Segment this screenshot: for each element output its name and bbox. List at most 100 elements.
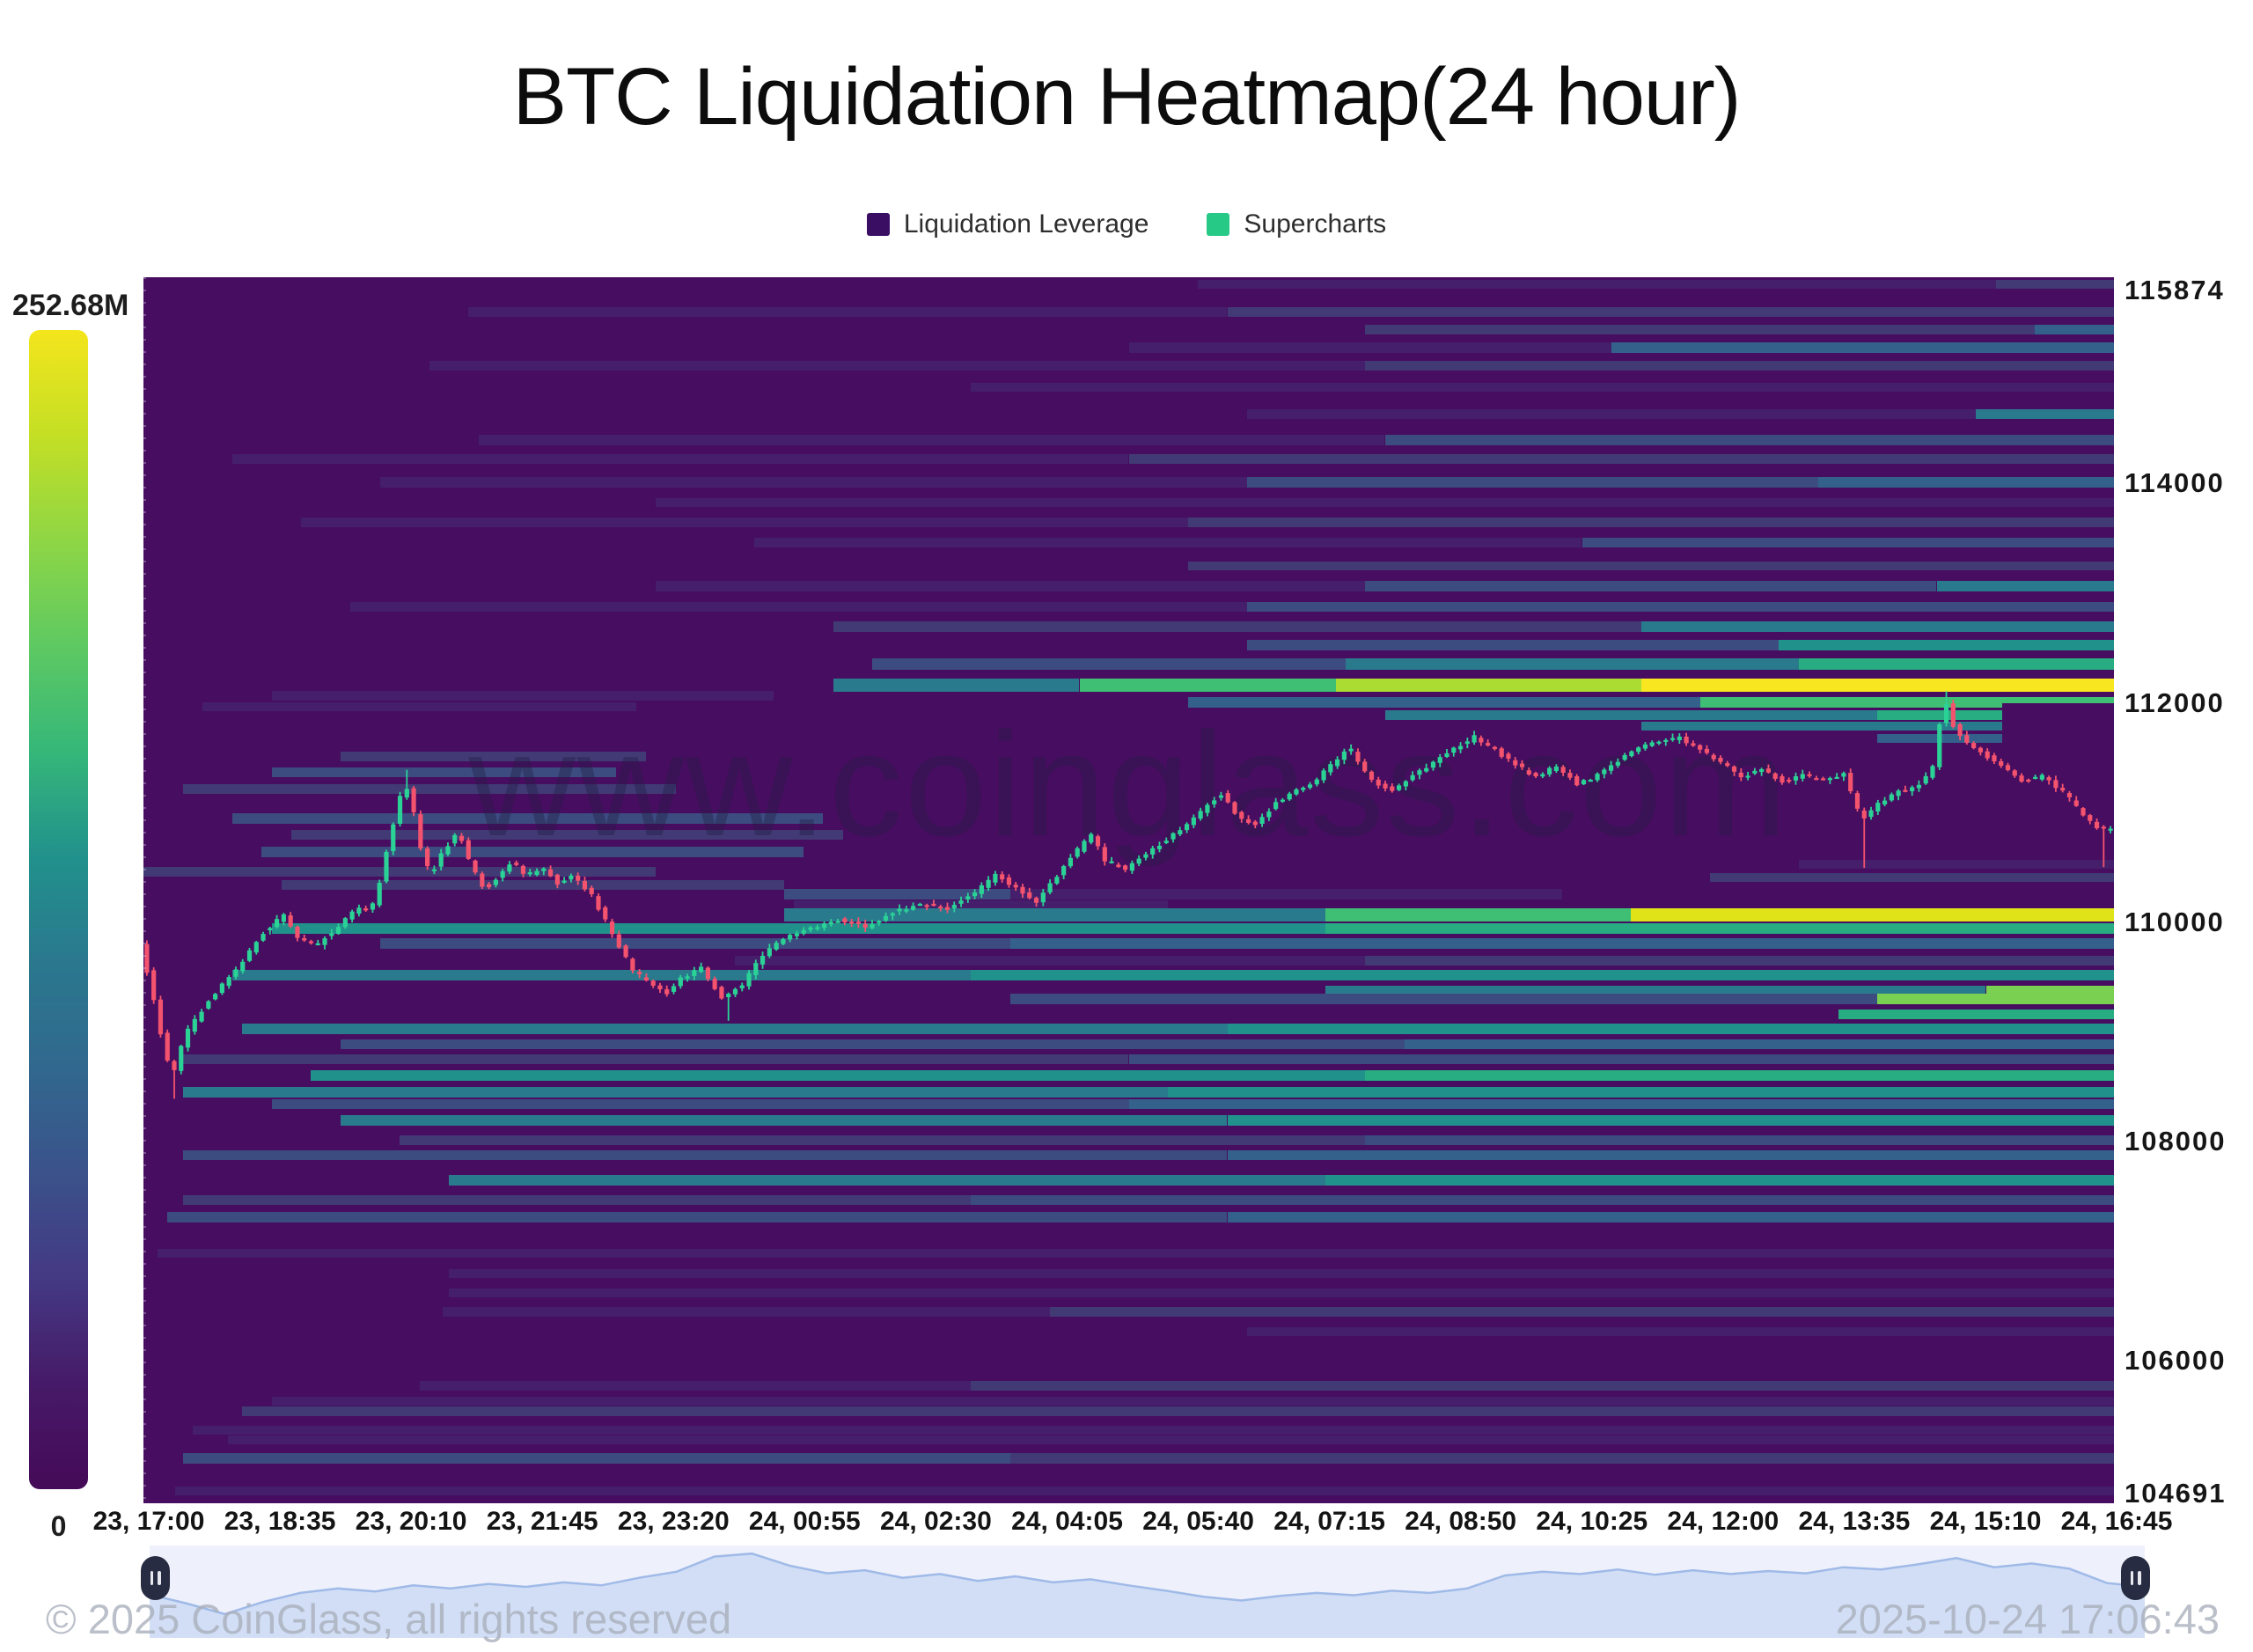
liquidation-band [1227, 1149, 2114, 1160]
time-axis-label: 24, 13:35 [1798, 1507, 1911, 1536]
liquidation-band [1877, 733, 2114, 743]
liquidation-band [1049, 1306, 2114, 1317]
timestamp-text: 2025-10-24 17:06:43 [1835, 1596, 2220, 1642]
liquidation-band [231, 970, 972, 981]
copyright-text: © 2025 CoinGlass, all rights reserved [46, 1596, 732, 1642]
liquidation-band [231, 812, 824, 824]
liquidation-band [833, 678, 1080, 692]
liquidation-band [1187, 517, 2114, 527]
time-axis-label: 24, 02:30 [880, 1507, 992, 1536]
liquidation-band [971, 1381, 2114, 1391]
liquidation-band [1246, 477, 1819, 488]
liquidation-band [157, 1249, 2114, 1259]
liquidation-band [350, 601, 1247, 612]
liquidation-band [429, 360, 1366, 371]
time-axis-label: 24, 04:05 [1011, 1507, 1123, 1536]
price-axis-label: 112000 [2125, 686, 2225, 718]
price-axis-label: 104691 [2125, 1478, 2227, 1509]
liquidation-band [793, 900, 1169, 909]
liquidation-band [166, 1212, 1228, 1222]
liquidation-band [1384, 710, 1878, 720]
time-axis-label: 24, 16:45 [2060, 1507, 2173, 1536]
liquidation-band [281, 880, 784, 891]
liquidation-band [301, 517, 1188, 527]
range-navigator[interactable] [149, 1546, 2146, 1638]
liquidation-band [228, 1435, 2114, 1444]
time-axis-label: 24, 07:15 [1273, 1507, 1385, 1536]
liquidation-band [1246, 1326, 2114, 1336]
liquidation-band [656, 580, 1366, 591]
liquidation-band [1335, 678, 1641, 692]
liquidation-band [1010, 994, 1878, 1005]
liquidation-band [1365, 580, 1937, 591]
liquidation-band [1079, 678, 1336, 692]
liquidation-band [400, 1135, 1366, 1146]
liquidation-band [271, 1099, 1129, 1110]
navigator-right-handle[interactable] [2121, 1556, 2150, 1600]
liquidation-band [449, 1174, 1326, 1186]
legend-item-supercharts[interactable]: Supercharts [1207, 209, 1386, 239]
time-axis-label: 23, 21:45 [486, 1507, 598, 1536]
liquidation-band [1168, 1087, 2114, 1098]
liquidation-band [242, 1023, 1228, 1034]
liquidation-band [1818, 477, 2114, 488]
liquidation-band [311, 1070, 1366, 1082]
time-axis-label: 24, 12:00 [1667, 1507, 1780, 1536]
liquidation-band [231, 454, 1129, 465]
liquidation-band [1631, 908, 2114, 922]
liquidation-band [443, 1306, 1050, 1317]
liquidation-band [1798, 859, 2114, 869]
liquidation-band [1227, 1023, 2114, 1034]
liquidation-band [754, 538, 1582, 548]
liquidation-band [1128, 342, 1612, 354]
liquidation-band [449, 1289, 2114, 1297]
liquidation-band [1187, 697, 1700, 709]
liquidation-band [1640, 722, 2114, 731]
liquidation-band [449, 1268, 2114, 1278]
time-axis-label: 23, 20:10 [355, 1507, 467, 1536]
liquidation-band [1640, 678, 2114, 692]
liquidation-band [340, 1115, 1228, 1127]
page-title: BTC Liquidation Heatmap(24 hour) [512, 52, 1742, 142]
liquidation-band [971, 383, 2114, 393]
liquidation-band [182, 1054, 1129, 1065]
liquidation-band [1611, 342, 2114, 354]
liquidation-band [971, 1194, 2114, 1205]
liquidation-band [379, 937, 1011, 949]
liquidation-band [1936, 580, 2114, 591]
liquidation-band [202, 701, 636, 711]
liquidation-band [783, 888, 1011, 899]
liquidation-band [656, 497, 2114, 507]
liquidation-band [1325, 908, 1632, 922]
liquidation-band [1710, 872, 2114, 882]
liquidation-band [271, 1397, 2114, 1406]
liquidation-band [1582, 538, 2114, 548]
liquidation-band [242, 1406, 2114, 1416]
liquidation-band [1365, 1070, 2114, 1082]
price-tick-marks [143, 277, 146, 1503]
liquidation-band [971, 970, 2114, 981]
legend-label: Liquidation Leverage [903, 209, 1149, 239]
liquidation-band [1246, 408, 1977, 419]
liquidation-band [182, 783, 676, 794]
supercharts-swatch-icon [1207, 213, 1230, 236]
liquidation-band [1010, 1453, 2114, 1465]
legend-item-liquidation-leverage[interactable]: Liquidation Leverage [866, 209, 1149, 239]
liquidation-band [271, 767, 617, 777]
price-axis-label: 106000 [2125, 1344, 2227, 1376]
liquidation-band [1128, 1054, 2114, 1065]
liquidation-band [1384, 434, 2114, 445]
time-axis-label: 24, 08:50 [1405, 1507, 1517, 1536]
time-axis-label: 24, 10:25 [1536, 1507, 1648, 1536]
liquidation-band [290, 829, 843, 840]
time-axis-label: 24, 15:10 [1929, 1507, 2042, 1536]
liquidation-band [1128, 454, 2114, 465]
heatmap-plot-area[interactable]: www.coinglass.com [143, 277, 2114, 1503]
liquidation-band [193, 1425, 2114, 1435]
liquidation-band [1227, 1212, 2114, 1222]
navigator-left-handle[interactable] [141, 1556, 170, 1600]
liquidation-band [419, 1381, 972, 1391]
liquidation-band [1798, 657, 2114, 670]
liquidation-band [1405, 1039, 2114, 1049]
